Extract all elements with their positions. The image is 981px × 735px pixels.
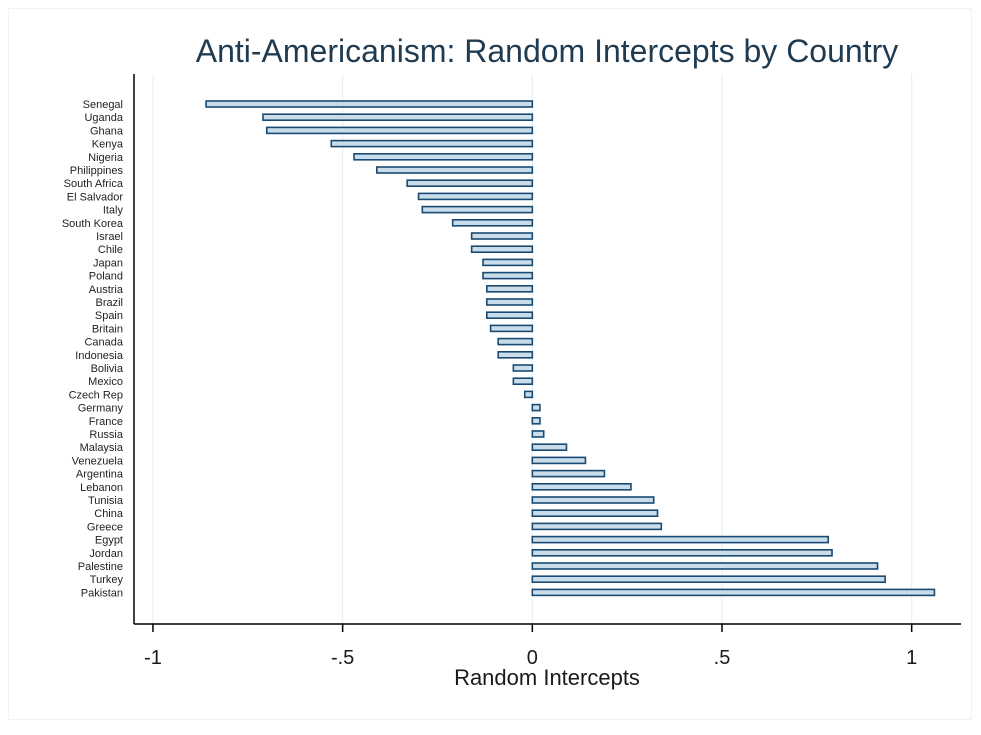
y-tick-label: Venezuela [72,455,124,467]
y-tick-label: Canada [84,337,123,349]
y-tick-label: South Africa [64,178,124,190]
chart-title: Anti-Americanism: Random Intercepts by C… [196,33,898,69]
y-tick-label: Indonesia [75,350,124,362]
bar-south-africa [406,179,534,187]
y-tick-label: Turkey [90,574,124,586]
bar-austria [486,284,534,293]
y-tick-label: Nigeria [88,152,124,164]
y-tick-label: Mexico [88,376,123,388]
y-tick-label: France [89,416,123,428]
bar-greece [531,522,663,531]
bar-palestine [531,562,879,570]
bar-senegal [205,100,534,108]
bar-turkey [531,575,886,584]
bar-japan [482,258,534,267]
bar-canada [497,337,534,346]
bar-brazil [486,298,534,306]
bar-czech-rep [523,390,534,399]
bar-egypt [531,535,830,544]
bar-russia [531,430,545,438]
bar-lebanon [531,482,632,491]
y-tick-label: Ghana [90,125,124,137]
x-tick-label: -1 [144,647,162,669]
bar-israel [470,232,534,240]
bar-philippines [375,166,534,174]
bar-jordan [531,548,833,557]
bar-chile [470,245,534,253]
bar-indonesia [497,350,534,359]
y-tick-label: Japan [93,257,123,269]
bar-bolivia [512,364,534,372]
bar-argentina [531,469,606,478]
x-tick-label: .5 [714,647,731,669]
x-tick-label: 1 [906,647,917,669]
bar-el-salvador [417,192,534,201]
y-tick-label: Kenya [92,139,124,151]
y-tick-label: Czech Rep [69,389,123,401]
y-tick-label: Palestine [78,561,123,573]
y-tick-label: Germany [78,403,124,415]
y-tick-label: El Salvador [67,191,124,203]
bar-kenya [330,139,534,148]
y-tick-label: Poland [89,271,123,283]
bar-poland [482,271,534,280]
y-tick-label: Austria [89,284,124,296]
bars [205,100,936,597]
bar-nigeria [353,153,534,161]
y-tick-label: Egypt [95,535,123,547]
y-tick-label: Italy [103,205,124,217]
y-tick-label: Israel [96,231,123,243]
bar-britain [489,324,534,333]
x-tick-label: -.5 [331,647,354,669]
plot-frame [8,8,972,720]
y-tick-label: China [94,508,124,520]
y-tick-label: Argentina [76,469,124,481]
bar-tunisia [531,496,655,504]
y-tick-label: Greece [87,521,123,533]
gridlines [152,74,913,624]
bar-germany [531,403,541,412]
bar-spain [486,311,534,320]
y-tick-label: Philippines [70,165,124,177]
y-tick-label: Tunisia [88,495,124,507]
bar-malaysia [531,443,568,452]
bar-ghana [265,126,534,135]
y-tick-label: Britain [92,323,123,335]
y-tick-label: Senegal [83,99,123,111]
x-axis-label: Random Intercepts [454,665,640,690]
bar-pakistan [531,588,936,597]
y-tick-label: Brazil [95,297,123,309]
x-ticks: -1 -.5 0 .5 1 [144,624,917,669]
bar-china [531,509,659,518]
y-tick-label: Spain [95,310,123,322]
bar-italy [421,205,534,214]
y-tick-label: Bolivia [91,363,124,375]
y-tick-label: Uganda [84,112,123,124]
y-tick-label: Pakistan [81,587,123,599]
y-tick-label: Lebanon [80,482,123,494]
y-tick-label: Russia [89,429,124,441]
x-tick-label: 0 [527,647,538,669]
y-tick-label: Malaysia [80,442,124,454]
bar-france [531,416,541,425]
bar-venezuela [531,456,587,465]
bar-uganda [262,113,534,121]
bar-south-korea [451,219,534,227]
y-tick-label: Chile [98,244,123,256]
y-tick-label: South Korea [62,218,124,230]
bar-mexico [512,377,534,386]
y-tick-label: Jordan [89,548,123,560]
